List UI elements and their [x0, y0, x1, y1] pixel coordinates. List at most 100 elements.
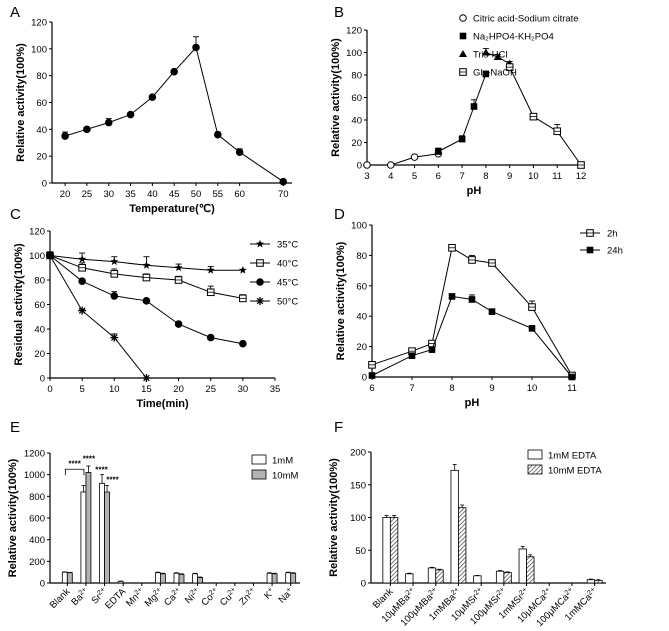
data-point — [61, 132, 69, 140]
data-point-arm — [78, 307, 86, 314]
series-line — [367, 153, 439, 166]
legend-label: Gly-NaOH — [473, 68, 517, 79]
data-point-arm — [46, 252, 54, 259]
data-point — [148, 93, 157, 101]
x-tick-label: 4 — [388, 171, 393, 182]
data-point — [568, 373, 576, 381]
legend-label: 10mM — [272, 471, 298, 482]
y-tick-label: 1200 — [24, 449, 45, 460]
data-point — [458, 135, 466, 143]
y-tick-label: 0 — [361, 579, 366, 590]
x-tick-label: 30 — [103, 189, 114, 200]
bar-1mM — [173, 572, 180, 584]
panel-c: 0 20 40 60 80 100 120 0 5 10 15 20 25 30 35 Residual ac… — [13, 227, 298, 411]
series-3 — [46, 251, 151, 382]
legend-label: 50°C — [277, 297, 298, 308]
data-point — [528, 325, 536, 332]
y-tick-label: 100 — [31, 44, 47, 55]
x-tick-label: 5 — [79, 384, 84, 395]
series-line — [64, 46, 284, 183]
y-tick-label: 20 — [34, 349, 45, 360]
data-point — [482, 70, 490, 78]
y-tick-label: 60 — [34, 300, 45, 311]
y-axis-label: Relative activity(100%) — [335, 241, 347, 360]
legend-entry: Tris-HCl — [459, 50, 507, 61]
legend-entry: 35°C — [250, 240, 298, 251]
y-tick-label: 0 — [40, 579, 45, 590]
bar-1mM-EDTA — [427, 567, 437, 584]
y-axis-label: Relative activity(100%) — [330, 38, 342, 157]
data-point — [363, 161, 371, 169]
legend-label: Tris-HCl — [473, 50, 507, 61]
series-line — [438, 73, 487, 152]
legend-marker-arm — [256, 297, 264, 305]
x-tick-label: 35 — [270, 384, 281, 395]
x-tick-label: 20 — [173, 384, 184, 395]
x-tick-label: 9 — [489, 383, 494, 394]
legend-swatch — [251, 469, 267, 480]
data-point — [279, 177, 288, 186]
y-tick-label: 120 — [31, 18, 47, 29]
x-tick-label: Zn2+ — [237, 586, 259, 608]
y-tick-label: 20 — [36, 152, 47, 163]
x-tick-label: 20 — [60, 189, 71, 200]
y-tick-label: 60 — [356, 281, 367, 292]
legend-swatch — [527, 464, 543, 475]
legend-entry: 2h — [580, 229, 618, 240]
y-axis-label: Relative activity(100%) — [328, 458, 340, 577]
legend-entry: Gly-NaOH — [459, 68, 517, 79]
x-tick-label: 9 — [507, 171, 512, 182]
legend-entry: 50°C — [250, 297, 298, 308]
bar-1mM — [285, 572, 292, 584]
x-tick-label: 6 — [369, 383, 374, 394]
x-tick-label: Ba2+ — [69, 586, 91, 608]
series-0 — [368, 244, 576, 380]
series-0 — [61, 36, 288, 186]
x-tick-label: 7 — [459, 171, 464, 182]
legend-marker — [459, 14, 467, 22]
data-point — [83, 125, 91, 134]
x-tick-label: 30 — [238, 384, 249, 395]
x-tick-label: 10 — [527, 383, 538, 394]
sig-label: **** — [95, 466, 108, 475]
legend-entry: Citric acid-Sodium citrate — [459, 14, 579, 25]
legend-entry: 40°C — [250, 259, 298, 270]
bar-10mM — [271, 573, 278, 584]
y-tick-label: 100 — [350, 513, 366, 524]
x-tick-label: 3 — [364, 171, 369, 182]
x-tick-label: Mn2+ — [124, 586, 147, 609]
data-point — [110, 292, 119, 300]
x-tick-label: 7 — [409, 383, 414, 394]
bar-10mM — [159, 573, 166, 584]
panel-label-a: A — [10, 4, 20, 21]
x-tick-label: 55 — [213, 189, 224, 200]
x-tick-label: 25 — [205, 384, 216, 395]
x-tick-label: 0 — [47, 384, 52, 395]
data-point — [368, 372, 376, 379]
bar-10mM-EDTA — [389, 517, 399, 584]
legend-entry: 45°C — [250, 278, 298, 289]
legend-entry: 1mM EDTA — [527, 449, 597, 462]
data-point — [428, 346, 436, 353]
legend-label: Citric acid-Sodium citrate — [473, 14, 579, 25]
x-tick-label: 35 — [125, 189, 136, 200]
series-0 — [46, 251, 247, 274]
legend-marker — [459, 50, 467, 57]
series-3 — [505, 63, 585, 169]
bar-1mM — [99, 482, 105, 584]
y-tick-label: 40 — [36, 125, 47, 136]
y-tick-label: 0 — [42, 179, 47, 190]
panel-label-e: E — [10, 419, 20, 436]
panel-e: 0 200 400 600 800 1000 1200 Relative activity(1… — [7, 449, 300, 612]
sig-label: **** — [106, 475, 119, 484]
panel-label-f: F — [334, 419, 343, 436]
x-tick-label: 6 — [436, 171, 441, 182]
x-axis-label: pH — [467, 185, 482, 197]
x-tick-label: 8 — [483, 171, 488, 182]
x-tick-label: Co2+ — [199, 586, 221, 608]
sig-bracket — [64, 468, 85, 476]
legend-entry: Na₂HPO4-KH₂PO4 — [459, 32, 554, 43]
panel-b: 0 20 40 60 80 100 120 3 4 5 6 7 8 9 10 11 12 Relative act… — [330, 14, 586, 198]
